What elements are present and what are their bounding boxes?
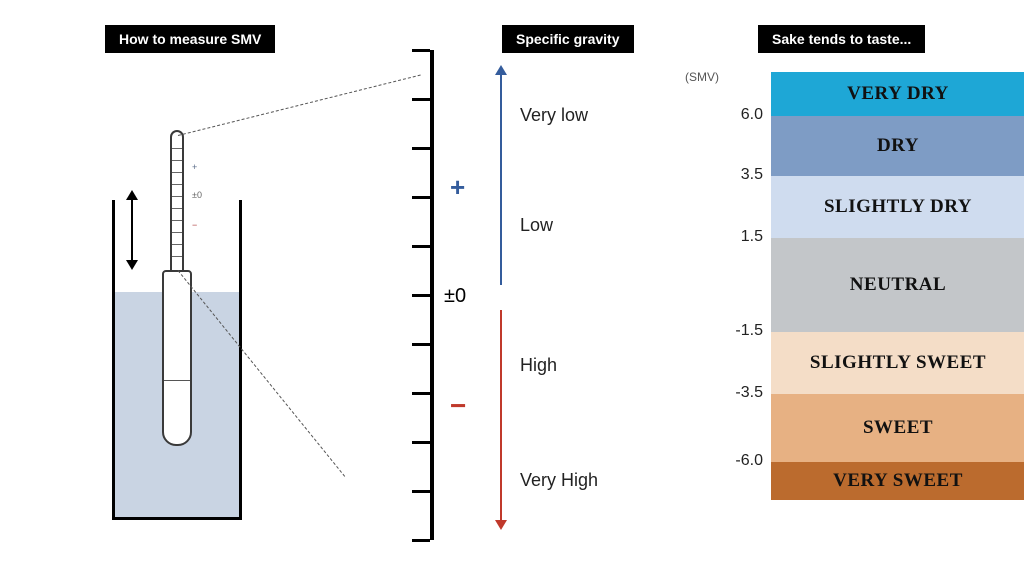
scale-tick (412, 147, 430, 150)
smv-boundary: 3.5 (715, 166, 763, 184)
hydro-plus: + (192, 162, 197, 172)
scale-zero: ±0 (444, 285, 466, 308)
scale-tick (412, 49, 430, 52)
taste-band: VERY SWEET (771, 462, 1024, 500)
scale-tick (412, 392, 430, 395)
scale-axis (430, 50, 434, 540)
scale-tick (412, 245, 430, 248)
hydro-minus: − (192, 220, 197, 230)
scale-tick (412, 343, 430, 346)
hydro-zero: ±0 (192, 190, 202, 200)
sg-label-veryhigh: Very High (520, 470, 598, 491)
sg-label-high: High (520, 355, 557, 376)
hydrometer-diagram: + ±0 − (90, 130, 310, 520)
taste-band-label: SWEET (863, 417, 933, 439)
scale-minus: − (450, 390, 466, 422)
smv-unit: (SMV) (685, 70, 719, 84)
heading-taste: Sake tends to taste... (758, 25, 925, 53)
arrow-down (500, 310, 502, 520)
scale-tick (412, 98, 430, 101)
heading-how: How to measure SMV (105, 25, 275, 53)
scale-tick (412, 196, 430, 199)
scale-tick (412, 539, 430, 542)
taste-band-label: DRY (877, 135, 919, 157)
smv-boundary: 6.0 (715, 106, 763, 124)
sg-label-low: Low (520, 215, 553, 236)
taste-band-label: VERY SWEET (833, 470, 963, 492)
taste-band: VERY DRY (771, 72, 1024, 116)
smv-boundary: -1.5 (715, 322, 763, 340)
taste-band: SWEET (771, 394, 1024, 462)
scale-tick (412, 490, 430, 493)
gravity-scale: + ±0 − Very low Low High Very High (430, 50, 690, 540)
taste-band: SLIGHTLY DRY (771, 176, 1024, 238)
taste-band: NEUTRAL (771, 238, 1024, 332)
smv-boundary: 1.5 (715, 228, 763, 246)
taste-band: SLIGHTLY SWEET (771, 332, 1024, 394)
float-arrow (126, 190, 138, 270)
scale-plus: + (450, 172, 465, 203)
dashed-line-top (178, 75, 421, 136)
taste-band-label: SLIGHTLY SWEET (810, 352, 986, 374)
arrow-up (500, 75, 502, 285)
scale-tick (412, 294, 430, 297)
taste-band-label: SLIGHTLY DRY (824, 196, 972, 218)
heading-sg: Specific gravity (502, 25, 634, 53)
hydrometer: + ±0 − (158, 130, 196, 450)
smv-boundary: -6.0 (715, 452, 763, 470)
scale-tick (412, 441, 430, 444)
taste-band: DRY (771, 116, 1024, 176)
smv-boundary: -3.5 (715, 384, 763, 402)
taste-chart: (SMV) VERY DRYDRYSLIGHTLY DRYNEUTRALSLIG… (725, 72, 1005, 542)
sg-label-verylow: Very low (520, 105, 588, 126)
taste-band-label: NEUTRAL (850, 274, 946, 296)
taste-band-label: VERY DRY (847, 83, 949, 105)
